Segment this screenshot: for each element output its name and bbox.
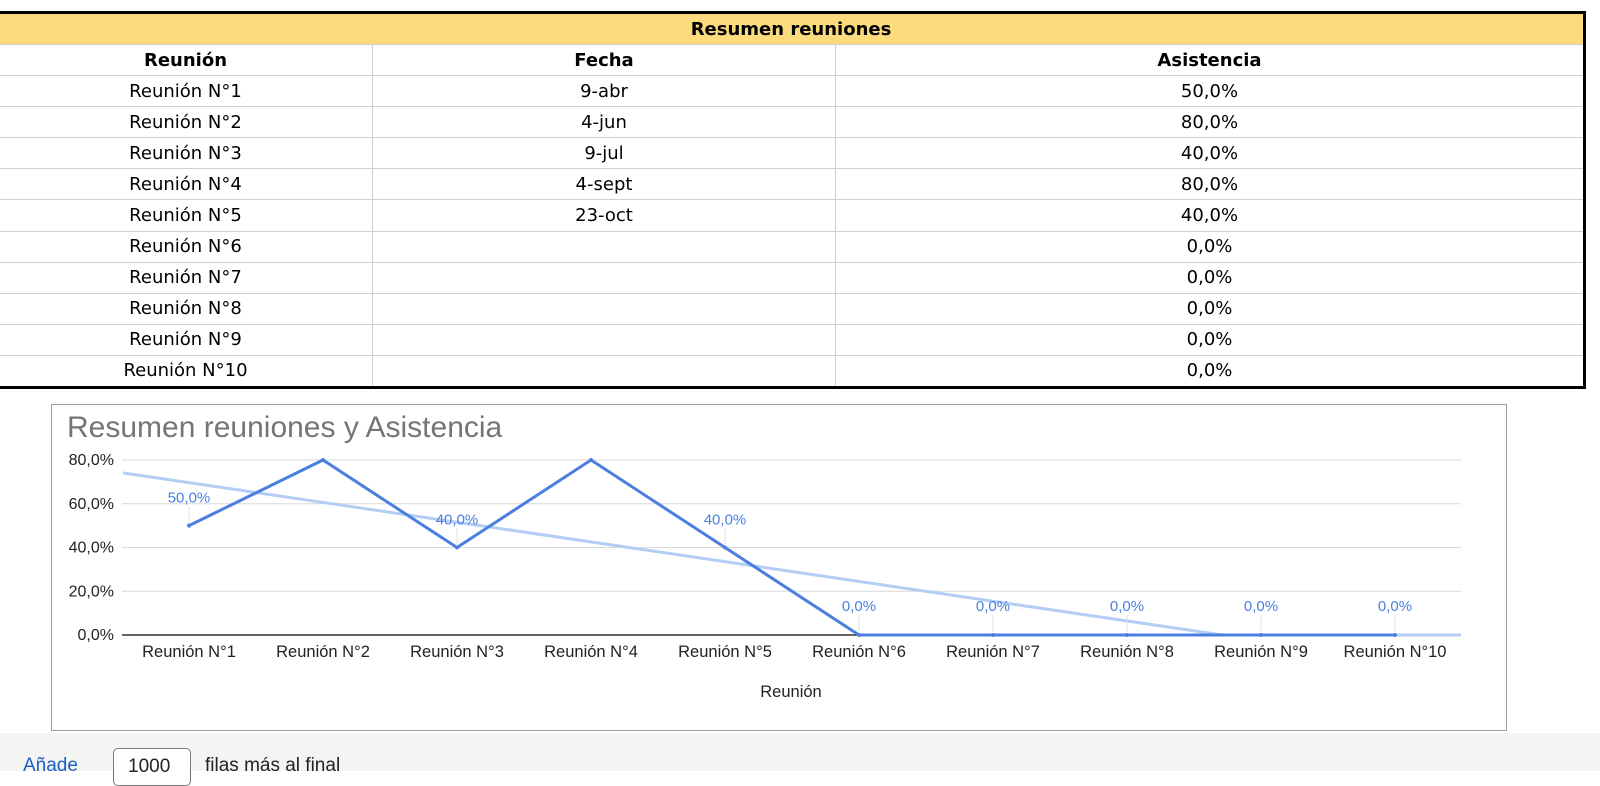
x-tick-label: Reunión N°7: [946, 643, 1040, 661]
table-title-cell[interactable]: Resumen reuniones: [0, 11, 1586, 46]
x-tick-label: Reunión N°9: [1214, 643, 1308, 661]
data-label: 0,0%: [1244, 598, 1278, 615]
rows-suffix-label: filas más al final: [205, 755, 341, 776]
data-label: 0,0%: [976, 598, 1010, 615]
bottom-bar: Añade filas más al final: [0, 733, 1600, 786]
cell-fecha[interactable]: 9-abr: [372, 75, 836, 108]
add-rows-link[interactable]: Añade: [23, 755, 78, 776]
table-row: Reunión N°3 9-jul 40,0%: [0, 137, 1586, 170]
data-point[interactable]: [723, 545, 727, 550]
table-row: Reunión N°2 4-jun 80,0%: [0, 106, 1586, 139]
data-point[interactable]: [1259, 633, 1263, 637]
data-label: 50,0%: [168, 490, 211, 507]
cell-asistencia[interactable]: 0,0%: [834, 230, 1586, 263]
cell-fecha[interactable]: [372, 354, 836, 389]
cell-fecha[interactable]: 9-jul: [372, 137, 836, 170]
x-tick-label: Reunión N°8: [1080, 643, 1174, 661]
table-header-row: Reunión Fecha Asistencia: [0, 44, 1586, 77]
cell-fecha[interactable]: 4-sept: [372, 168, 836, 201]
cell-asistencia[interactable]: 50,0%: [834, 75, 1586, 108]
cell-fecha[interactable]: 23-oct: [372, 199, 836, 232]
cell-asistencia[interactable]: 0,0%: [834, 292, 1586, 325]
data-point[interactable]: [1125, 633, 1129, 637]
attendance-chart[interactable]: Resumen reuniones y Asistencia 0,0% 20,0%…: [51, 404, 1507, 731]
table-row: Reunión N°8 0,0%: [0, 292, 1586, 325]
cell-asistencia[interactable]: 80,0%: [834, 168, 1586, 201]
data-point[interactable]: [321, 458, 325, 462]
data-point[interactable]: [1393, 633, 1397, 637]
cell-asistencia[interactable]: 40,0%: [834, 137, 1586, 170]
data-label: 0,0%: [842, 598, 876, 615]
table-row: Reunión N°4 4-sept 80,0%: [0, 168, 1586, 201]
cell-asistencia[interactable]: 0,0%: [834, 354, 1586, 389]
cell-asistencia[interactable]: 80,0%: [834, 106, 1586, 139]
y-tick-label: 20,0%: [69, 583, 114, 600]
cell-reunion[interactable]: Reunión N°2: [0, 106, 373, 139]
cell-asistencia[interactable]: 40,0%: [834, 199, 1586, 232]
x-tick-label: Reunión N°6: [812, 643, 906, 661]
cell-fecha[interactable]: [372, 292, 836, 325]
data-point[interactable]: [857, 633, 861, 637]
cell-fecha[interactable]: [372, 230, 836, 263]
x-tick-label: Reunión N°4: [544, 643, 638, 661]
x-tick-label: Reunión N°1: [142, 643, 236, 661]
table-row: Reunión N°1 9-abr 50,0%: [0, 75, 1586, 108]
header-cell-reunion[interactable]: Reunión: [0, 44, 373, 77]
x-tick-label: Reunión N°10: [1344, 643, 1447, 661]
data-label: 40,0%: [704, 512, 747, 529]
cell-reunion[interactable]: Reunión N°9: [0, 323, 373, 356]
cell-fecha[interactable]: [372, 261, 836, 294]
data-label: 0,0%: [1378, 598, 1412, 615]
y-tick-label: 40,0%: [69, 540, 114, 557]
cell-reunion[interactable]: Reunión N°10: [0, 354, 373, 389]
cell-asistencia[interactable]: 0,0%: [834, 323, 1586, 356]
x-axis-label: Reunión: [760, 683, 821, 701]
cell-asistencia[interactable]: 0,0%: [834, 261, 1586, 294]
x-tick-label: Reunión N°2: [276, 643, 370, 661]
data-point[interactable]: [589, 458, 593, 462]
cell-reunion[interactable]: Reunión N°8: [0, 292, 373, 325]
cell-fecha[interactable]: 4-jun: [372, 106, 836, 139]
cell-fecha[interactable]: [372, 323, 836, 356]
table-row: Reunión N°5 23-oct 40,0%: [0, 199, 1586, 232]
summary-table: Resumen reuniones Reunión Fecha Asistenc…: [0, 11, 1587, 389]
header-cell-fecha[interactable]: Fecha: [372, 44, 836, 77]
table-row: Reunión N°6 0,0%: [0, 230, 1586, 263]
data-label: 0,0%: [1110, 598, 1144, 615]
y-tick-label: 80,0%: [69, 452, 114, 469]
table-row: Reunión N°10 0,0%: [0, 354, 1586, 389]
x-tick-label: Reunión N°3: [410, 643, 504, 661]
table-row: Reunión N°9 0,0%: [0, 323, 1586, 356]
cell-reunion[interactable]: Reunión N°1: [0, 75, 373, 108]
chart-title: Resumen reuniones y Asistencia: [67, 411, 503, 444]
series-line-asistencia[interactable]: [188, 458, 1395, 637]
cell-reunion[interactable]: Reunión N°7: [0, 261, 373, 294]
y-tick-label: 60,0%: [69, 496, 114, 513]
x-tick-label: Reunión N°5: [678, 643, 772, 661]
data-label: 40,0%: [436, 512, 479, 529]
header-cell-asistencia[interactable]: Asistencia: [834, 44, 1586, 77]
table-row: Reunión N°7 0,0%: [0, 261, 1586, 294]
cell-reunion[interactable]: Reunión N°3: [0, 137, 373, 170]
data-point[interactable]: [455, 545, 459, 550]
cell-reunion[interactable]: Reunión N°6: [0, 230, 373, 263]
rows-count-input[interactable]: [113, 748, 191, 786]
data-point[interactable]: [991, 633, 995, 637]
cell-reunion[interactable]: Reunión N°4: [0, 168, 373, 201]
y-tick-label: 0,0%: [78, 627, 114, 644]
data-point[interactable]: [187, 523, 191, 528]
cell-reunion[interactable]: Reunión N°5: [0, 199, 373, 232]
